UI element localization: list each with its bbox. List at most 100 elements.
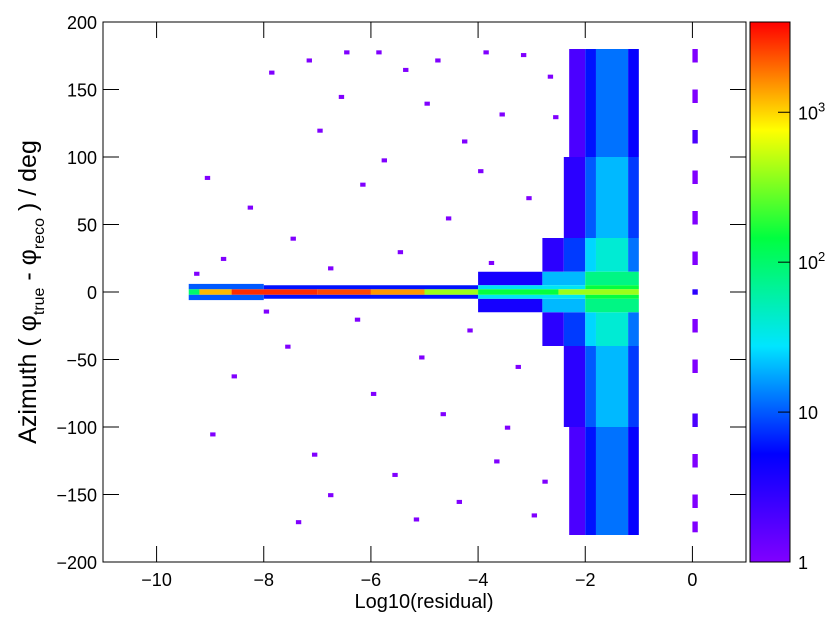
cell: [504, 425, 511, 430]
cell: [628, 346, 639, 427]
color-bar: [749, 21, 791, 563]
cell: [585, 298, 639, 313]
cell: [488, 260, 495, 265]
cell: [692, 289, 698, 295]
cell: [231, 289, 318, 295]
cell: [370, 289, 425, 295]
x-tick-label: 0: [687, 570, 697, 590]
y-tick-label: −100: [56, 418, 97, 438]
z-tick-label: 1: [798, 553, 808, 573]
y-tick-label: −150: [56, 486, 97, 506]
cell: [692, 454, 698, 468]
cell: [317, 289, 371, 295]
cell: [483, 50, 489, 55]
cell: [569, 49, 586, 157]
y-tick-label: −200: [56, 553, 97, 573]
cell: [542, 298, 586, 313]
cell: [692, 211, 698, 225]
cell: [692, 170, 698, 184]
y-tick-label: 100: [67, 148, 97, 168]
cell: [585, 312, 596, 346]
y-tick-label: 0: [87, 283, 97, 303]
cell: [210, 432, 216, 437]
cell: [381, 158, 387, 163]
cell: [585, 285, 639, 290]
y-tick-label: 150: [67, 81, 97, 101]
cell: [628, 312, 639, 346]
y-tick-label: 50: [77, 216, 97, 236]
cell: [585, 49, 596, 157]
cell: [478, 298, 543, 313]
cell: [563, 238, 586, 272]
x-axis-label: Log10(residual): [355, 591, 494, 613]
cell: [692, 413, 698, 427]
cell: [515, 364, 521, 369]
cell: [328, 493, 334, 498]
cell: [542, 479, 548, 484]
y-axis-label: Azimuth ( φtrue - φreco ) / deg: [14, 140, 48, 444]
cell: [499, 112, 505, 117]
cell: [494, 459, 500, 464]
cell: [285, 344, 291, 349]
cell: [478, 289, 559, 295]
cell: [376, 50, 382, 55]
cell: [263, 285, 479, 290]
cell: [585, 427, 596, 535]
y-label-part: ) / deg: [14, 140, 42, 218]
cell: [628, 49, 639, 157]
cell: [478, 169, 484, 174]
cell: [199, 289, 232, 295]
cell: [628, 427, 639, 535]
cell: [531, 513, 538, 518]
cell: [595, 238, 629, 272]
z-tick-exponent: 3: [818, 99, 825, 114]
cell: [467, 328, 473, 333]
y-label-sub: reco: [31, 218, 48, 249]
cell: [306, 58, 312, 63]
cell: [628, 157, 639, 238]
z-tick-exponent: 2: [818, 249, 825, 264]
cell: [692, 521, 698, 533]
cell: [595, 346, 629, 427]
cell: [397, 250, 404, 255]
cell: [563, 312, 586, 346]
cell: [413, 517, 420, 522]
cell: [263, 294, 479, 299]
cell: [692, 251, 698, 265]
cell: [520, 53, 527, 58]
cell: [194, 271, 200, 276]
y-label-sub: true: [31, 287, 48, 315]
cell: [585, 346, 596, 427]
cell: [344, 50, 350, 55]
cell: [317, 128, 323, 133]
cell: [585, 294, 639, 299]
x-tick-label: −6: [361, 570, 382, 590]
cell: [220, 256, 227, 261]
cell: [542, 238, 564, 272]
cell: [628, 238, 639, 272]
cell: [692, 89, 698, 103]
cell: [692, 494, 698, 508]
cell: [585, 157, 596, 238]
cell: [692, 359, 698, 373]
cell: [595, 427, 629, 535]
cell: [188, 283, 264, 290]
cell: [360, 182, 366, 187]
cell: [403, 67, 409, 72]
cell: [563, 346, 586, 427]
cell: [692, 319, 698, 333]
cell: [263, 309, 270, 314]
cell: [595, 157, 629, 238]
y-tick-label: −50: [66, 351, 97, 371]
cell: [269, 70, 275, 75]
cell: [290, 236, 296, 241]
cell: [445, 216, 452, 221]
cell: [311, 452, 318, 457]
cell: [435, 58, 441, 63]
cell: [585, 238, 596, 272]
cell: [188, 294, 264, 301]
cell: [585, 271, 639, 286]
cell: [595, 49, 629, 157]
